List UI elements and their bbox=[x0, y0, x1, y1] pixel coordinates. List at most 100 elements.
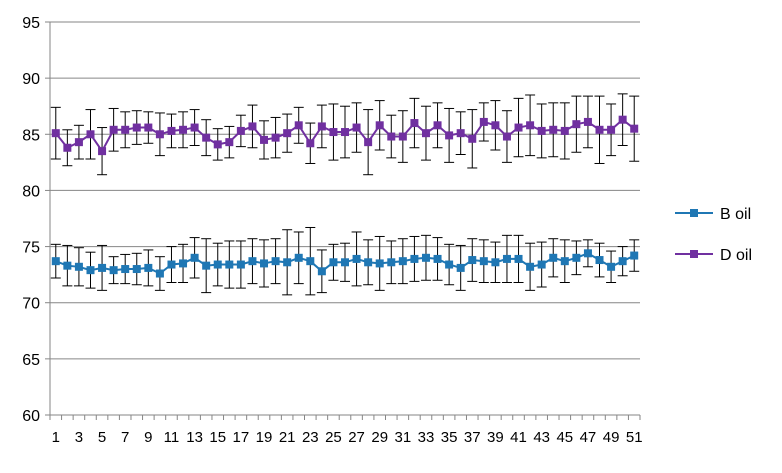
x-tick-label: 43 bbox=[533, 429, 550, 446]
data-point bbox=[352, 254, 361, 263]
series-2 bbox=[50, 93, 640, 176]
data-point bbox=[352, 123, 361, 132]
data-point bbox=[306, 257, 315, 266]
y-tick-label: 80 bbox=[22, 183, 40, 200]
data-point bbox=[248, 257, 257, 266]
data-point bbox=[329, 258, 338, 267]
x-tick-label: 23 bbox=[302, 429, 319, 446]
x-tick-label: 15 bbox=[209, 429, 226, 446]
y-tick-label: 60 bbox=[22, 408, 40, 425]
data-point bbox=[294, 253, 303, 262]
data-point bbox=[410, 119, 419, 128]
data-point bbox=[364, 258, 373, 267]
data-point bbox=[398, 132, 407, 141]
data-point bbox=[618, 257, 627, 266]
gridlines bbox=[50, 21, 640, 416]
data-point bbox=[271, 257, 280, 266]
data-point bbox=[549, 253, 558, 262]
data-point bbox=[341, 128, 349, 137]
y-tick-labels: 60 65 70 75 80 85 90 95 bbox=[22, 15, 50, 425]
data-point bbox=[225, 138, 234, 147]
x-tick-label: 47 bbox=[580, 429, 597, 446]
x-tick-label: 11 bbox=[164, 429, 180, 446]
data-point bbox=[98, 147, 107, 156]
markers bbox=[51, 249, 639, 278]
x-tick-labels: 1 3 5 7 9 11 13 15 17 19 21 23 25 27 29 31 33 35 37 39 41 43 4… bbox=[52, 429, 643, 446]
x-tick-label: 45 bbox=[556, 429, 573, 446]
data-point bbox=[248, 122, 257, 131]
data-point bbox=[167, 260, 176, 269]
data-point bbox=[236, 260, 245, 269]
x-tick-label: 33 bbox=[418, 429, 435, 446]
data-point bbox=[132, 265, 141, 274]
data-point bbox=[260, 135, 269, 144]
x-tick-label: 19 bbox=[256, 429, 273, 446]
data-point bbox=[109, 125, 118, 134]
data-point bbox=[421, 129, 430, 138]
x-tick-label: 1 bbox=[52, 429, 60, 446]
data-point bbox=[74, 138, 83, 147]
x-tick-label: 3 bbox=[75, 429, 83, 446]
data-point bbox=[491, 258, 500, 267]
data-point bbox=[445, 131, 454, 140]
y-tick-label: 90 bbox=[22, 71, 40, 88]
legend: B oil D oil bbox=[675, 206, 752, 264]
data-point bbox=[213, 260, 222, 269]
data-point bbox=[387, 132, 396, 141]
data-point bbox=[502, 132, 511, 141]
data-point bbox=[607, 262, 616, 271]
data-point bbox=[375, 259, 384, 268]
data-point bbox=[317, 122, 326, 131]
data-point bbox=[329, 128, 338, 137]
data-point bbox=[583, 117, 592, 126]
data-point bbox=[179, 125, 188, 134]
y-tick-label: 95 bbox=[22, 15, 40, 32]
x-tick-label: 5 bbox=[98, 429, 106, 446]
data-point bbox=[560, 126, 569, 135]
data-point bbox=[549, 125, 558, 134]
legend-label: B oil bbox=[720, 206, 751, 223]
data-point bbox=[271, 133, 280, 142]
data-point bbox=[364, 138, 373, 147]
data-point bbox=[283, 129, 292, 138]
x-tick-label: 27 bbox=[348, 429, 365, 446]
data-point bbox=[213, 140, 222, 149]
data-point bbox=[63, 143, 72, 152]
legend-label: D oil bbox=[720, 247, 752, 264]
data-point bbox=[155, 130, 164, 139]
data-point bbox=[526, 262, 535, 271]
data-point bbox=[630, 251, 639, 260]
y-tick-label: 70 bbox=[22, 296, 40, 313]
data-point bbox=[179, 259, 188, 268]
data-point bbox=[86, 266, 95, 275]
data-point bbox=[572, 120, 581, 129]
y-tick-label: 65 bbox=[22, 352, 40, 369]
data-point bbox=[595, 125, 604, 134]
x-tick-label: 49 bbox=[603, 429, 620, 446]
x-tick-label: 9 bbox=[144, 429, 152, 446]
data-point bbox=[583, 249, 592, 258]
data-point bbox=[468, 256, 477, 265]
data-point bbox=[167, 126, 176, 135]
legend-swatch-marker bbox=[690, 250, 698, 258]
x-tick-label: 35 bbox=[441, 429, 458, 446]
data-point bbox=[433, 254, 442, 263]
data-point bbox=[132, 123, 141, 132]
data-point bbox=[456, 129, 465, 138]
data-point bbox=[560, 257, 569, 266]
data-point bbox=[109, 266, 118, 275]
data-point bbox=[86, 130, 95, 139]
data-point bbox=[283, 258, 292, 267]
x-tick-label: 13 bbox=[186, 429, 203, 446]
data-point bbox=[479, 257, 488, 266]
x-tick-label: 29 bbox=[371, 429, 388, 446]
data-point bbox=[51, 257, 60, 266]
data-point bbox=[398, 257, 407, 266]
data-point bbox=[456, 263, 465, 272]
data-point bbox=[190, 123, 199, 132]
data-point bbox=[260, 259, 269, 268]
data-point bbox=[537, 260, 546, 269]
x-tick-label: 41 bbox=[510, 429, 527, 446]
